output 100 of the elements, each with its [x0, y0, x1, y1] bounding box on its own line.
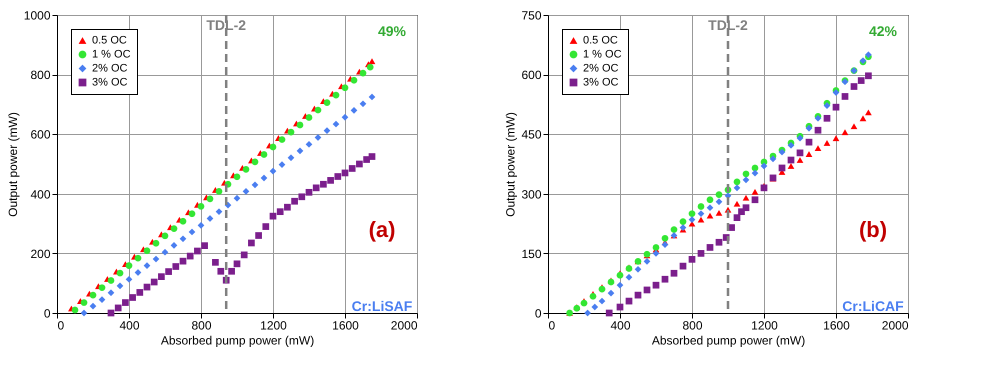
point — [228, 268, 235, 275]
y-tick-label: 0 — [44, 306, 51, 320]
point — [170, 225, 178, 232]
point — [201, 242, 208, 250]
point — [788, 156, 794, 164]
point — [180, 218, 186, 225]
point — [778, 164, 786, 172]
point — [334, 173, 342, 180]
legend-label: 2% OC — [92, 62, 128, 74]
point — [134, 269, 142, 276]
point — [670, 226, 678, 233]
point — [194, 248, 201, 254]
point — [298, 193, 306, 200]
point — [806, 138, 812, 146]
point — [242, 166, 250, 173]
point — [652, 244, 660, 251]
point — [206, 196, 214, 202]
point — [342, 114, 348, 121]
point — [108, 277, 114, 284]
point — [186, 252, 194, 260]
y-axis-title: Output power (mW) — [6, 112, 20, 217]
point — [72, 306, 78, 314]
point — [608, 290, 614, 296]
point — [114, 304, 122, 312]
y-tick-label: 1000 — [24, 8, 51, 22]
x-tick-label: 1200 — [260, 318, 288, 332]
point — [284, 204, 291, 211]
point — [306, 140, 312, 148]
point — [680, 218, 686, 225]
x-axis-title: Absorbed pump power (mW) — [652, 334, 806, 348]
point — [806, 151, 812, 157]
point — [158, 273, 165, 280]
point — [706, 244, 714, 251]
point — [90, 302, 96, 310]
point — [162, 232, 168, 240]
point — [240, 252, 248, 258]
point — [242, 188, 250, 195]
point — [198, 222, 204, 229]
point — [598, 298, 606, 304]
point — [360, 70, 366, 76]
point — [742, 204, 750, 212]
annotation: 49% — [378, 23, 407, 39]
point — [634, 292, 642, 298]
point — [865, 72, 872, 80]
point — [662, 241, 668, 248]
point — [234, 173, 240, 180]
point — [172, 263, 180, 270]
x-tick-label: 400 — [119, 318, 140, 332]
point — [276, 208, 284, 216]
point — [616, 304, 624, 310]
point — [136, 289, 144, 296]
legend-label: 1 % OC — [583, 48, 622, 60]
point — [270, 144, 276, 150]
point — [324, 127, 330, 134]
point — [734, 200, 740, 207]
point — [716, 238, 722, 246]
point — [634, 266, 642, 273]
point — [255, 232, 262, 239]
point — [270, 212, 276, 220]
point — [716, 191, 722, 198]
point — [850, 83, 858, 90]
point — [108, 289, 114, 296]
point — [126, 262, 132, 269]
point — [288, 154, 294, 162]
point — [234, 260, 240, 268]
point — [796, 150, 804, 156]
point — [270, 168, 276, 175]
point — [278, 136, 286, 143]
point — [662, 234, 668, 242]
point — [760, 184, 768, 192]
y-tick-label: 200 — [30, 246, 51, 261]
x-axis-title: Absorbed pump power (mW) — [160, 334, 314, 348]
point — [616, 282, 624, 289]
x-tick-label: 1200 — [751, 318, 778, 332]
point — [98, 296, 106, 303]
point — [122, 299, 129, 306]
point — [126, 276, 132, 283]
point — [206, 215, 214, 222]
point — [832, 104, 840, 111]
x-tick-label: 800 — [682, 318, 703, 332]
point — [188, 210, 196, 218]
point — [626, 274, 632, 281]
x-tick-label: 2000 — [882, 318, 909, 332]
point — [162, 248, 168, 256]
point — [212, 258, 219, 266]
point — [80, 299, 88, 306]
point — [814, 145, 822, 152]
point — [752, 164, 758, 172]
point — [734, 184, 740, 192]
point — [356, 160, 363, 168]
point — [688, 256, 696, 263]
y-tick-label: 300 — [521, 187, 542, 202]
point — [306, 114, 312, 121]
point — [688, 216, 696, 223]
point — [580, 300, 588, 306]
point — [252, 182, 258, 188]
point — [688, 210, 696, 218]
point — [842, 93, 848, 100]
x-tick-label: 400 — [610, 318, 631, 332]
point — [788, 142, 794, 149]
